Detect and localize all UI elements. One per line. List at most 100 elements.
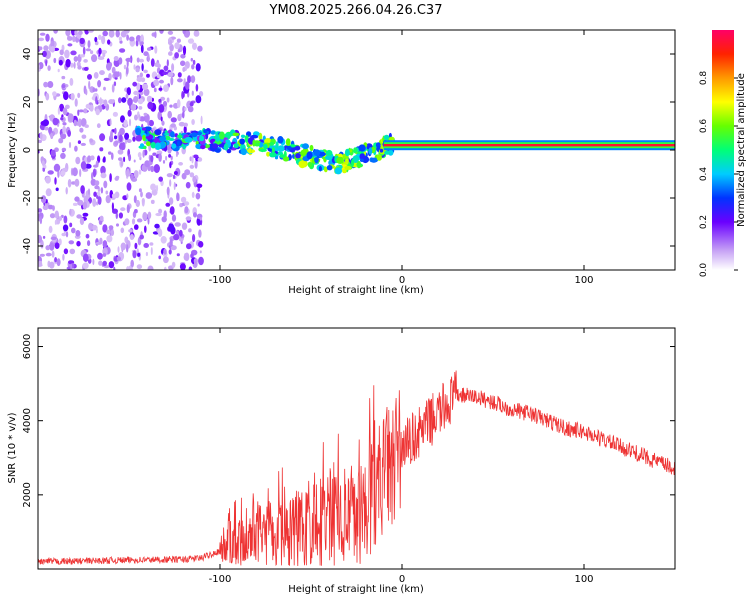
noise-cell [113, 71, 120, 78]
noise-cell [148, 119, 154, 127]
signal-cell [286, 145, 292, 150]
noise-cell [80, 185, 85, 194]
noise-cell [145, 251, 148, 257]
noise-cell [169, 104, 173, 108]
noise-cell [82, 262, 89, 270]
noise-cell [150, 165, 155, 173]
noise-cell [55, 187, 59, 192]
signal-cell [302, 143, 309, 150]
noise-cell [107, 39, 111, 45]
noise-cell [132, 250, 137, 259]
signal-cell [376, 154, 382, 161]
noise-cell [88, 30, 94, 33]
noise-cell [130, 173, 134, 181]
signal-cell [334, 167, 343, 175]
y-tick-label: 6000 [22, 334, 33, 359]
noise-cell [119, 72, 122, 80]
noise-cell [193, 30, 200, 37]
noise-cell [90, 178, 97, 186]
noise-cell [160, 236, 167, 244]
noise-cell [70, 50, 77, 56]
noise-cell [62, 253, 65, 261]
noise-cell [130, 259, 134, 268]
signal-cell [351, 158, 355, 167]
noise-cell [83, 59, 88, 63]
noise-cell [58, 138, 64, 144]
noise-cell [94, 185, 100, 190]
noise-cell [40, 195, 47, 204]
signal-cell [184, 136, 193, 143]
noise-cell [73, 61, 76, 69]
signal-cell [212, 143, 219, 149]
noise-cell [65, 187, 68, 195]
signal-cell [285, 138, 291, 147]
noise-cell [102, 240, 108, 249]
noise-cell [114, 135, 118, 140]
signal-cell [352, 155, 360, 163]
noise-cell [74, 30, 78, 36]
noise-cell [85, 48, 91, 52]
noise-cell [195, 95, 202, 104]
noise-cell [84, 156, 88, 163]
noise-cell [49, 261, 55, 269]
noise-cell [113, 56, 119, 61]
noise-cell [90, 50, 94, 55]
noise-cell [81, 134, 87, 139]
noise-cell [190, 253, 194, 259]
noise-cell [106, 229, 111, 235]
noise-cell [47, 65, 51, 71]
noise-cell [174, 52, 180, 59]
signal-cell [170, 131, 175, 138]
noise-cell [128, 153, 132, 162]
noise-cell [197, 45, 203, 52]
signal-cell [141, 127, 147, 131]
noise-cell [183, 47, 186, 56]
noise-cell [95, 108, 100, 116]
noise-cell [43, 45, 49, 51]
signal-cell [223, 143, 229, 151]
noise-cell [111, 152, 114, 160]
noise-cell [192, 176, 197, 183]
noise-cell [191, 64, 195, 70]
noise-cell [137, 252, 141, 257]
noise-cell [72, 202, 78, 206]
noise-cell [162, 100, 168, 107]
noise-cell [126, 244, 129, 253]
noise-cell [169, 206, 175, 215]
colorbar: 0.0 0.2 0.4 0.6 0.8 Normalized spectral ampl… [699, 30, 747, 277]
signal-cell [295, 153, 301, 159]
noise-cell [83, 108, 88, 114]
noise-cell [77, 140, 81, 145]
noise-cell [85, 103, 91, 109]
noise-cell [95, 227, 98, 234]
noise-cell [102, 30, 108, 37]
noise-cell [197, 187, 201, 192]
noise-cell [42, 204, 49, 211]
signal-cell [271, 147, 275, 154]
signal-cell [135, 135, 143, 142]
noise-cell [87, 240, 91, 247]
signal-cell [269, 142, 275, 146]
signal-cell [226, 148, 232, 154]
noise-cell [80, 161, 87, 170]
noise-cell [60, 170, 66, 176]
noise-cell [120, 227, 125, 234]
noise-cell [177, 72, 182, 78]
noise-cell [126, 87, 131, 96]
noise-cell [69, 77, 74, 86]
signal-cell [294, 145, 301, 151]
y-tick-label: 20 [22, 96, 33, 109]
snr-axes: -100 0 100 2000 4000 6000 [22, 328, 675, 585]
noise-cell [79, 217, 85, 225]
noise-cell [70, 62, 74, 68]
noise-cell [166, 186, 170, 196]
noise-cell [119, 142, 125, 151]
noise-cell [82, 212, 89, 217]
signal-cell [215, 148, 221, 153]
signal-cell [274, 155, 279, 160]
noise-cell [96, 201, 99, 206]
noise-cell [79, 54, 86, 58]
noise-cell [54, 257, 57, 263]
noise-cell [182, 111, 185, 119]
noise-cell [167, 110, 172, 119]
